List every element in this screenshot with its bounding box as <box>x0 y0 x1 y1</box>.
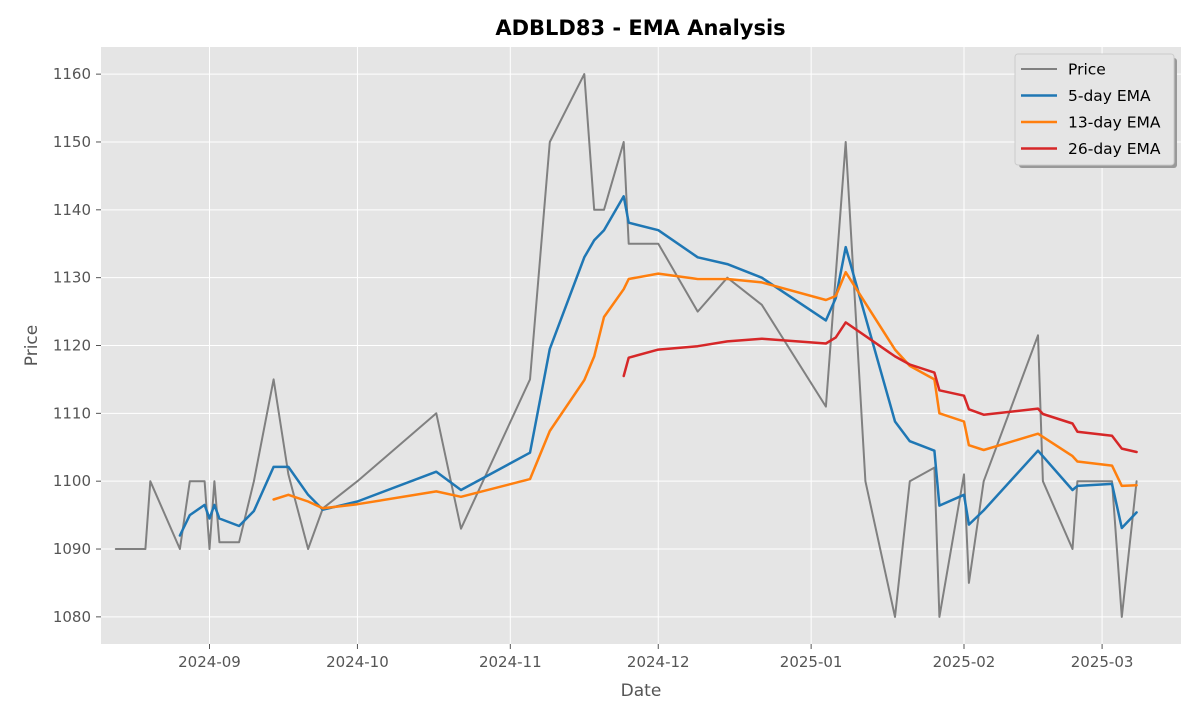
x-tick-label: 2024-12 <box>627 653 690 671</box>
y-tick-label: 1140 <box>53 201 91 219</box>
legend-label-13-day-ema: 13-day EMA <box>1068 114 1161 132</box>
legend: Price 5-day EMA 13-day EMA 26-day EMA <box>1014 53 1177 168</box>
series-line-5-day-ema <box>178 195 1138 537</box>
x-tick-label: 2024-09 <box>178 653 241 671</box>
y-tick-label: 1160 <box>53 65 91 83</box>
x-axis-label: Date <box>621 681 662 701</box>
x-tick-label: 2025-01 <box>780 653 843 671</box>
y-tick-label: 1090 <box>53 540 91 558</box>
y-tick-label: 1120 <box>53 337 91 355</box>
legend-label-price: Price <box>1068 61 1106 79</box>
grid-lines <box>101 47 1181 644</box>
y-tick-label: 1080 <box>53 608 91 626</box>
x-tick-label: 2024-10 <box>326 653 389 671</box>
x-tick-label: 2025-03 <box>1071 653 1134 671</box>
y-tick-label: 1110 <box>53 404 91 422</box>
legend-box <box>1014 53 1175 166</box>
y-axis: 1080 1090 1100 1110 1120 1130 1140 1150 1160 <box>53 65 101 626</box>
legend-label-5-day-ema: 5-day EMA <box>1068 87 1151 105</box>
y-axis-label: Price <box>22 325 42 366</box>
series-line-26-day-ema <box>622 321 1138 454</box>
legend-label-26-day-ema: 26-day EMA <box>1068 140 1161 158</box>
y-tick-label: 1100 <box>53 472 91 490</box>
y-tick-label: 1150 <box>53 133 91 151</box>
x-axis: 2024-09 2024-10 2024-11 2024-12 2025-01 2025-… <box>178 644 1133 671</box>
x-tick-label: 2025-02 <box>933 653 996 671</box>
series-layer <box>114 73 1138 618</box>
y-tick-label: 1130 <box>53 269 91 287</box>
series-line-13-day-ema <box>272 270 1138 510</box>
chart-title: ADBLD83 - EMA Analysis <box>495 16 785 40</box>
x-tick-label: 2024-11 <box>479 653 542 671</box>
